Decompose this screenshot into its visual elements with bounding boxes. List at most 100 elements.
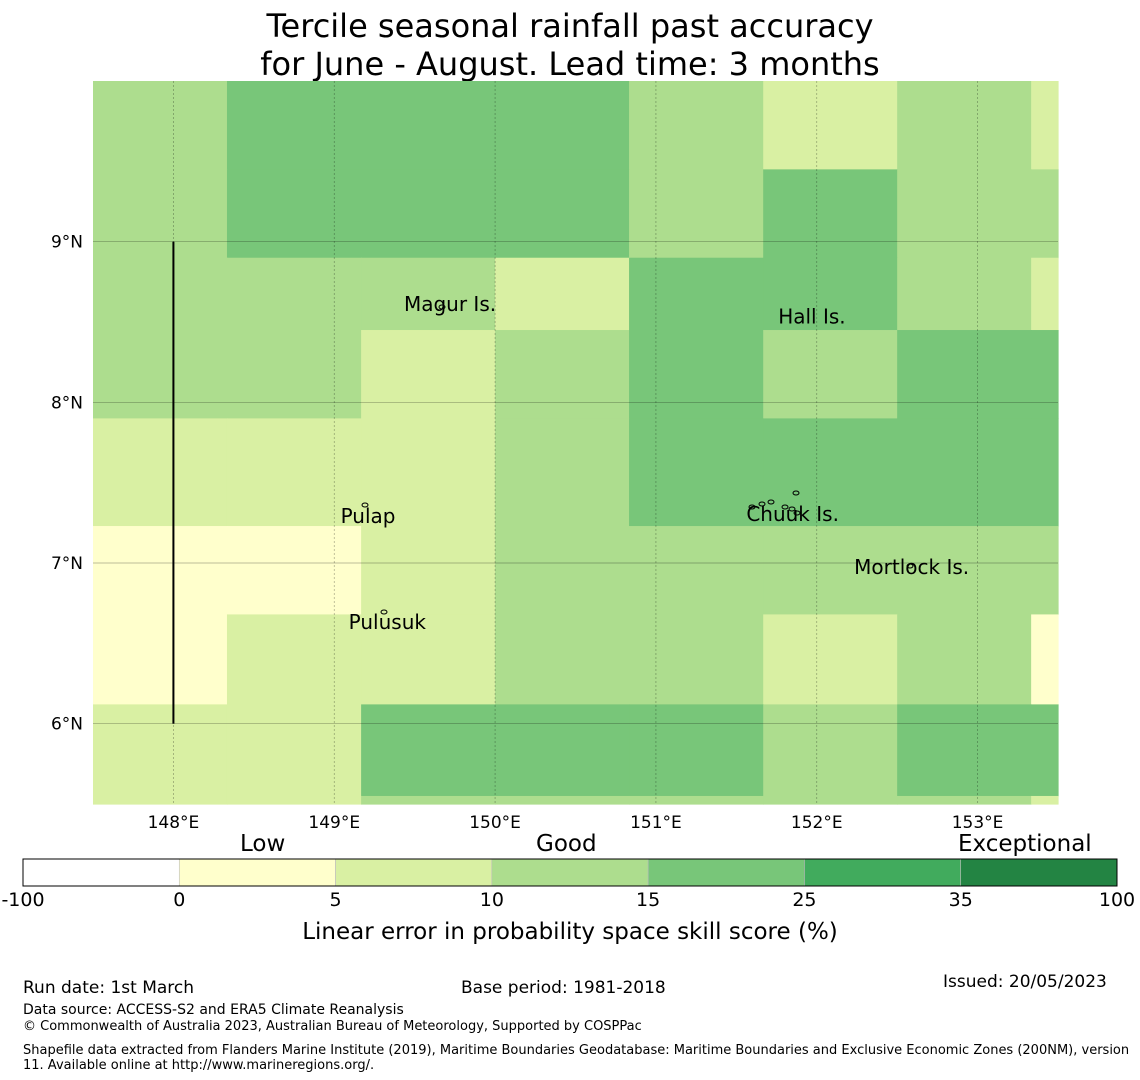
skill-cell (763, 330, 898, 419)
skill-cell (629, 418, 764, 527)
skill-cell (226, 81, 362, 170)
rainfall-accuracy-map: 148°E 149°E 150°E 151°E 152°E 153°E 9°N 8°N 7°N 6… (51, 81, 1059, 830)
colorbar-bin (647, 858, 805, 887)
skill-cell (93, 704, 228, 797)
data-source: Data source: ACCESS-S2 and ERA5 Climate … (23, 1002, 404, 1018)
colorbar-bin (491, 858, 649, 887)
skill-cell (226, 330, 362, 419)
skill-cell (93, 614, 228, 705)
island-outline (781, 504, 789, 510)
colorbar-bin (178, 858, 336, 887)
island-outline (793, 510, 801, 516)
island-outline (792, 490, 800, 496)
skill-cell (495, 81, 630, 170)
skill-cell (495, 526, 630, 616)
skill-cell (1031, 257, 1059, 331)
colorbar-tick-label: 100 (1098, 889, 1136, 911)
skill-cell (897, 704, 1032, 797)
title-line-1: Tercile seasonal rainfall past accuracy (266, 7, 874, 45)
skill-cell (1031, 169, 1059, 259)
skill-cell (897, 526, 1032, 616)
skill-cell (495, 795, 630, 805)
skill-cell (1031, 614, 1059, 705)
colorbar-frame (22, 858, 1118, 887)
skill-cell (763, 704, 898, 797)
colorbar-tick-label: -100 (1, 889, 45, 911)
skill-cell (361, 81, 496, 170)
skill-cell (897, 795, 1032, 805)
island-outline (758, 501, 766, 507)
colorbar-tick-label: 35 (948, 889, 973, 911)
skill-cell (897, 330, 1032, 419)
island-outline (361, 502, 369, 508)
y-tick-label: 7°N (51, 554, 83, 574)
skill-cell (93, 330, 228, 419)
skill-cell (763, 795, 898, 805)
island-outline (788, 506, 796, 512)
skill-cell (897, 169, 1032, 259)
skill-cell (897, 614, 1032, 705)
skill-cell (1031, 81, 1059, 170)
x-tick-label: 148°E (148, 813, 200, 830)
island-outline (906, 563, 914, 569)
category-low: Low (240, 831, 286, 857)
island-outline (380, 609, 388, 615)
skill-cell (629, 257, 764, 331)
skill-cell (1031, 704, 1059, 797)
x-tick-label: 149°E (308, 813, 360, 830)
x-tick-label: 153°E (952, 813, 1004, 830)
skill-cell (495, 330, 630, 419)
skill-cell (495, 704, 630, 797)
skill-cell (93, 795, 228, 805)
skill-cell (226, 795, 362, 805)
skill-cell (629, 330, 764, 419)
colorbar-bin (960, 858, 1118, 887)
skill-cell (629, 614, 764, 705)
x-tick-label: 151°E (630, 813, 682, 830)
skill-cell (226, 614, 362, 705)
skill-cell (361, 257, 496, 331)
run-date: Run date: 1st March (23, 978, 195, 998)
island-outline (438, 304, 446, 310)
y-tick-label: 9°N (51, 233, 83, 253)
skill-cell (763, 81, 898, 170)
skill-cell (629, 169, 764, 259)
skill-cell (629, 795, 764, 805)
skill-cell (1031, 795, 1059, 805)
colorbar-tick-label: 10 (479, 889, 504, 911)
colorbar-tick-label: 5 (329, 889, 342, 911)
colorbar-bin (804, 858, 962, 887)
skill-cell (495, 257, 630, 331)
issued-date: Issued: 20/05/2023 (943, 972, 1107, 992)
skill-cell (495, 614, 630, 705)
skill-cell (93, 418, 228, 527)
skill-cell (495, 169, 630, 259)
skill-cell (361, 795, 496, 805)
skill-cell (897, 81, 1032, 170)
skill-cell (226, 418, 362, 527)
skill-cell (763, 526, 898, 616)
skill-cell (897, 257, 1032, 331)
skill-cell (226, 526, 362, 616)
skill-cell (226, 169, 362, 259)
place-label: Hall Is. (778, 305, 845, 329)
skill-cell (226, 704, 362, 797)
skill-cell (93, 169, 228, 259)
title-line-2: for June - August. Lead time: 3 months (260, 45, 880, 83)
skill-cell (93, 81, 228, 170)
island-outline (767, 499, 775, 505)
place-label: Magur Is. (404, 292, 496, 316)
colorbar-tick-label: 15 (636, 889, 661, 911)
place-label: Chuuk Is. (746, 502, 839, 526)
skill-cell (629, 704, 764, 797)
base-period: Base period: 1981-2018 (461, 978, 666, 998)
place-label: Pulap (341, 504, 396, 528)
skill-cell (763, 169, 898, 259)
skill-cell (226, 257, 362, 331)
colorbar-bin (335, 858, 493, 887)
skill-cell (1031, 418, 1059, 527)
skill-cell (629, 526, 764, 616)
island-outline (748, 504, 756, 510)
skill-cell (361, 526, 496, 616)
skill-cell (361, 169, 496, 259)
